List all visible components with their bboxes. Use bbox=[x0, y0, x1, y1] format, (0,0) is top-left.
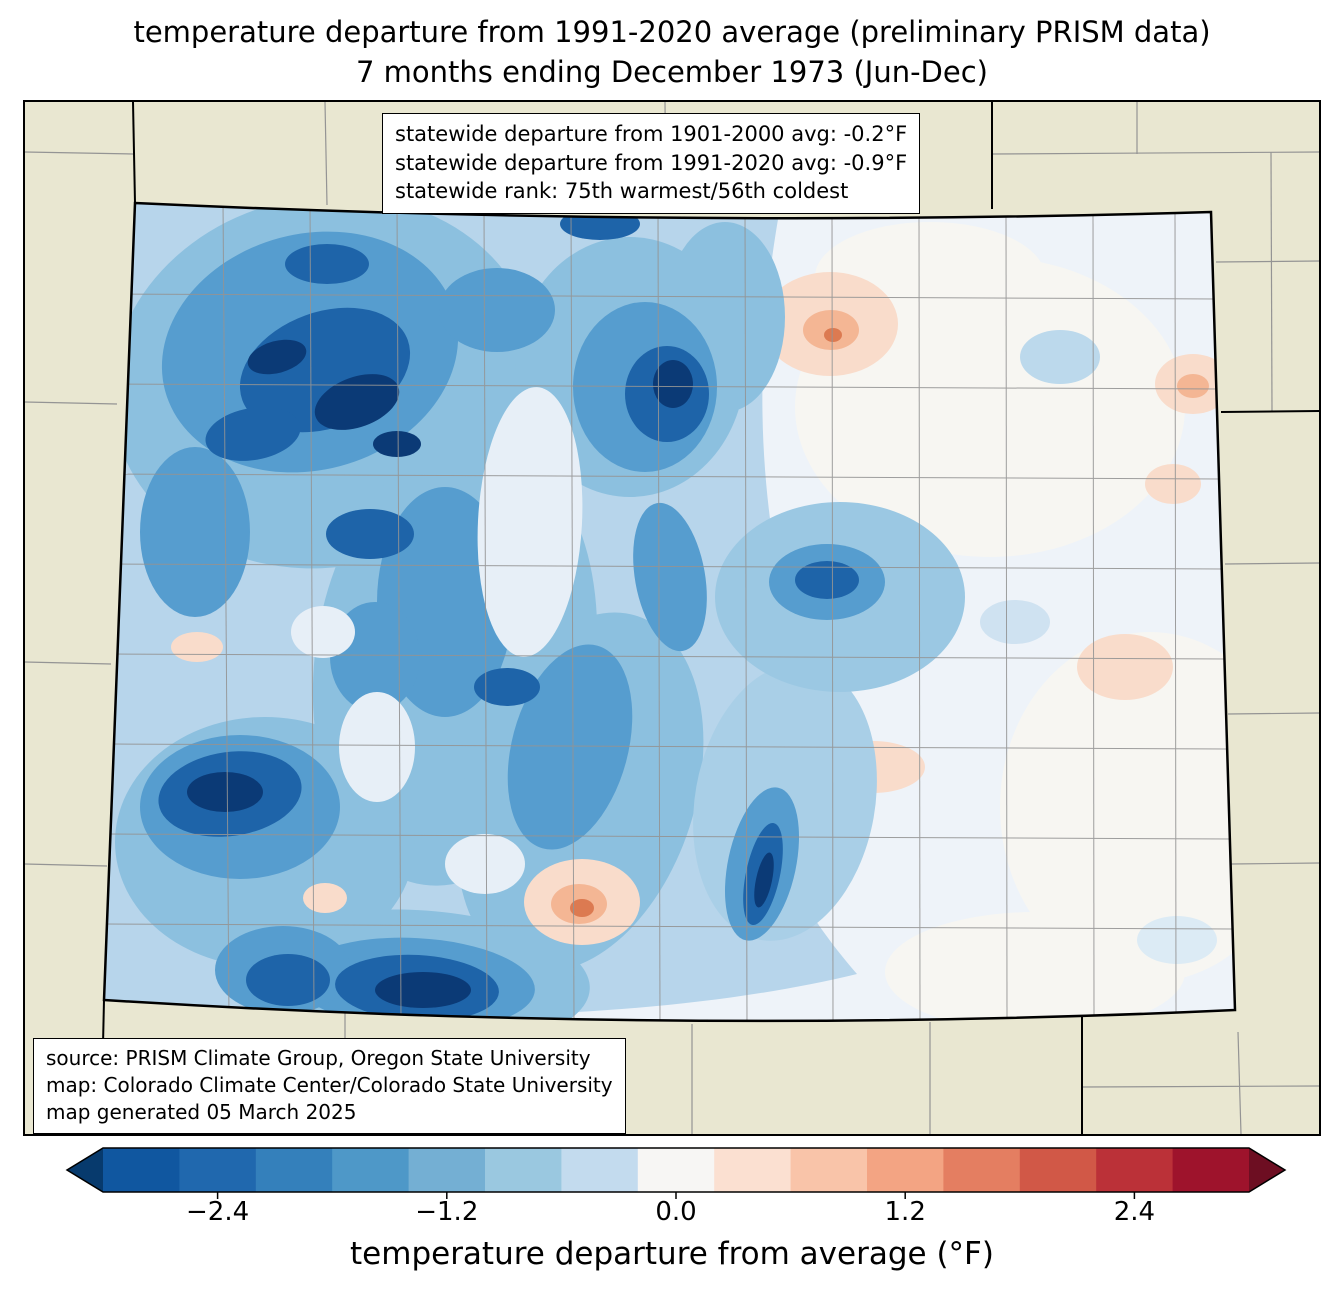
colorbar-segment bbox=[179, 1148, 257, 1192]
colorbar-segment bbox=[561, 1148, 639, 1192]
source-attribution-box: source: PRISM Climate Group, Oregon Stat… bbox=[33, 1038, 626, 1134]
colorbar-left-arrow bbox=[67, 1148, 103, 1192]
statewide-stats-box: statewide departure from 1901-2000 avg: … bbox=[382, 113, 921, 214]
title-line-2: 7 months ending December 1973 (Jun-Dec) bbox=[356, 55, 988, 89]
colorbar-segment bbox=[332, 1148, 410, 1192]
colorbar-tick-label: −2.4 bbox=[186, 1197, 250, 1227]
colorado-border bbox=[102, 201, 1237, 1023]
colorbar bbox=[65, 1147, 1287, 1201]
stats-line-3: statewide rank: 75th warmest/56th coldes… bbox=[395, 179, 849, 203]
colorbar-tick-label: 2.4 bbox=[1113, 1197, 1156, 1227]
map-axes: statewide departure from 1901-2000 avg: … bbox=[23, 100, 1321, 1136]
colorbar-segment bbox=[714, 1148, 792, 1192]
colorbar-segment bbox=[255, 1148, 333, 1192]
colorbar-segments bbox=[103, 1148, 1250, 1192]
stats-line-2: statewide departure from 1991-2020 avg: … bbox=[395, 150, 908, 175]
colorbar-tick-label: 1.2 bbox=[884, 1197, 926, 1227]
source-line-2: map: Colorado Climate Center/Colorado St… bbox=[46, 1073, 613, 1097]
stats-line-1: statewide departure from 1901-2000 avg: … bbox=[395, 122, 908, 146]
temperature-field bbox=[104, 203, 1235, 1021]
colorbar-tick-label: 0.0 bbox=[655, 1197, 697, 1227]
colorbar-ticks bbox=[216, 1192, 1136, 1199]
colorbar-tick-labels: −2.4 −1.2 0.0 1.2 2.4 bbox=[65, 1197, 1287, 1231]
title-line-1: temperature departure from 1991-2020 ave… bbox=[133, 15, 1211, 49]
colorado-map bbox=[25, 102, 1319, 1134]
colorbar-segment bbox=[943, 1148, 1021, 1192]
figure-title: temperature departure from 1991-2020 ave… bbox=[0, 12, 1344, 92]
colorbar-right-arrow bbox=[1249, 1148, 1285, 1192]
colorbar-segment bbox=[1096, 1148, 1174, 1192]
colorbar-segment bbox=[637, 1148, 715, 1192]
colorbar-segment bbox=[1172, 1148, 1250, 1192]
colorbar-svg bbox=[65, 1147, 1287, 1199]
colorbar-segment bbox=[790, 1148, 868, 1192]
colorbar-tick-label: −1.2 bbox=[415, 1197, 479, 1227]
colorbar-segment bbox=[867, 1148, 944, 1192]
colorbar-segment bbox=[1019, 1148, 1097, 1192]
colorbar-segment bbox=[103, 1148, 180, 1192]
colorbar-axis-label: temperature departure from average (°F) bbox=[350, 1236, 994, 1272]
source-line-1: source: PRISM Climate Group, Oregon Stat… bbox=[46, 1046, 591, 1070]
neighbor-county-lines bbox=[25, 102, 1319, 1134]
colorbar-segment bbox=[408, 1148, 486, 1192]
source-line-3: map generated 05 March 2025 bbox=[46, 1100, 357, 1124]
colorbar-segment bbox=[485, 1148, 562, 1192]
county-lines bbox=[104, 203, 1235, 1021]
colorbar-outline bbox=[65, 1147, 1287, 1193]
